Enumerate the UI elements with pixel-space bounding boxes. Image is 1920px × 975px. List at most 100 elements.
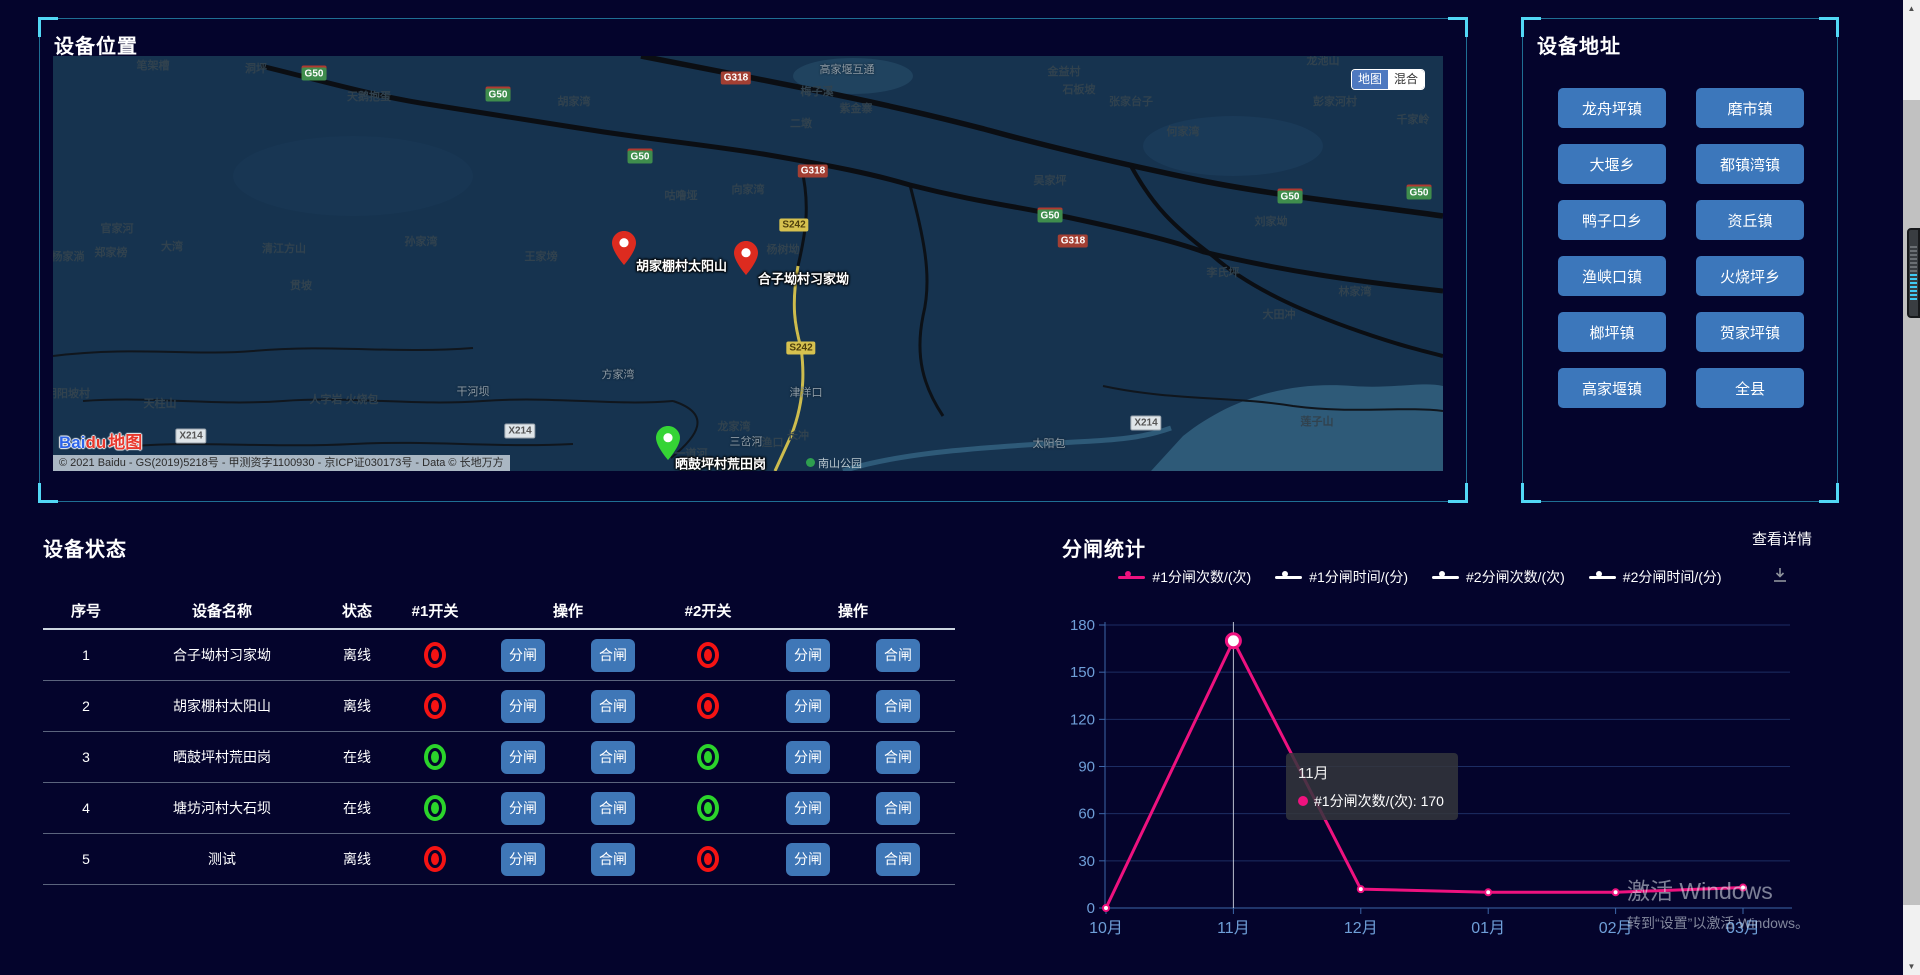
svg-text:03月: 03月 <box>1726 920 1760 937</box>
svg-text:60: 60 <box>1078 806 1095 823</box>
address-button[interactable]: 鸭子口乡 <box>1558 200 1666 240</box>
svg-text:02月: 02月 <box>1599 920 1633 937</box>
cell-status: 在线 <box>343 800 371 816</box>
map-place-label: 大田冲 <box>1262 309 1296 321</box>
view-details-link[interactable]: 查看详情 <box>1751 531 1812 548</box>
column-header: 操作 <box>837 602 868 620</box>
map-place-label: 梅子溪 <box>800 86 834 98</box>
open-switch2-button[interactable]: 分闸 <box>786 791 830 825</box>
scrollbar-down-arrow-icon[interactable]: ▼ <box>1907 962 1916 971</box>
legend-item[interactable]: #1分闸次数/(次) <box>1118 567 1251 587</box>
open-switch1-button[interactable]: 分闸 <box>501 791 545 825</box>
address-button[interactable]: 火烧坪乡 <box>1696 256 1804 296</box>
open-switch2-button[interactable]: 分闸 <box>786 842 830 876</box>
close-switch1-button[interactable]: 合闸 <box>591 740 635 774</box>
device-status-section: 设备状态 序号 设备名称 状态 #1开关 操作 #2开关 操作 1 合子坳村习家坳 离线 分闸 合闸分… <box>43 528 955 885</box>
map-marker[interactable] <box>655 425 681 466</box>
cell-ops-sw1: 分闸 合闸 <box>471 842 665 876</box>
open-switch1-button[interactable]: 分闸 <box>501 842 545 876</box>
svg-text:120: 120 <box>1070 711 1095 728</box>
cell-device-name: 胡家棚村太阳山 <box>173 698 271 714</box>
map-place-label: 天鹅抱蛋 <box>347 91 391 103</box>
download-icon[interactable] <box>1770 565 1790 585</box>
switch2-status-indicator <box>697 795 719 821</box>
corner-decoration <box>1448 17 1468 37</box>
map-place-label: 何家湾 <box>1166 126 1200 138</box>
open-switch2-button[interactable]: 分闸 <box>786 689 830 723</box>
legend-item[interactable]: #2分闸时间/(分) <box>1588 567 1722 587</box>
corner-decoration <box>1819 483 1839 503</box>
svg-text:0: 0 <box>1087 900 1095 917</box>
address-button[interactable]: 高家堰镇 <box>1558 368 1666 408</box>
svg-text:11月: 11月 <box>1217 920 1250 937</box>
tooltip-title: 11月 <box>1298 765 1329 782</box>
close-switch2-button[interactable]: 合闸 <box>876 842 920 876</box>
address-button[interactable]: 龙舟坪镇 <box>1558 88 1666 128</box>
corner-decoration <box>38 17 58 37</box>
map-place-label: 天柱山 <box>143 398 177 410</box>
close-switch2-button[interactable]: 合闸 <box>876 740 920 774</box>
close-switch1-button[interactable]: 合闸 <box>591 842 635 876</box>
map-place-label: 龙家湾 <box>717 421 751 433</box>
close-switch2-button[interactable]: 合闸 <box>876 791 920 825</box>
column-header: #1开关 <box>411 602 459 620</box>
map-type-map-button[interactable]: 地图 <box>1351 70 1388 89</box>
address-button[interactable]: 大堰乡 <box>1558 144 1666 184</box>
map-marker[interactable] <box>611 230 637 271</box>
scrollbar-up-arrow-icon[interactable]: ▲ <box>1907 4 1916 13</box>
legend-label: #2分闸次数/(次) <box>1466 569 1565 585</box>
road-badge: G50 <box>301 67 327 81</box>
legend-label: #2分闸时间/(分) <box>1622 569 1722 585</box>
close-switch1-button[interactable]: 合闸 <box>591 689 635 723</box>
close-switch1-button[interactable]: 合闸 <box>591 638 635 672</box>
legend-item[interactable]: #2分闸次数/(次) <box>1432 567 1565 587</box>
baidu-map[interactable]: 笔架槽 洞坪 天鹅抱蛋 胡家湾 梅子溪 紫金寨 二墩 张家台子 彭家河村 千家岭 龙池山 金益村 石板坡… <box>53 56 1443 471</box>
cell-status: 离线 <box>343 647 371 663</box>
road-badge: G50 <box>1277 190 1303 204</box>
open-switch1-button[interactable]: 分闸 <box>501 689 545 723</box>
address-button[interactable]: 资丘镇 <box>1696 200 1804 240</box>
address-button[interactable]: 贺家坪镇 <box>1696 312 1804 352</box>
page-scrollbar[interactable]: ▲ ▼ <box>1903 0 1920 975</box>
road-badge: G318 <box>797 164 829 178</box>
close-switch1-button[interactable]: 合闸 <box>591 791 635 825</box>
address-button-grid: 龙舟坪镇 磨市镇 大堰乡 都镇湾镇 鸭子口乡 资丘镇 渔峡口镇 火烧坪乡 榔坪镇 贺家坪镇 高家堰镇… <box>1558 88 1804 408</box>
switch1-status-indicator <box>424 846 446 872</box>
address-button[interactable]: 磨市镇 <box>1696 88 1804 128</box>
legend-item[interactable]: #1分闸时间/(分) <box>1275 567 1408 587</box>
cell-ops-sw1: 分闸 合闸 <box>471 689 665 723</box>
device-address-title: 设备地址 <box>1537 36 1621 58</box>
device-table: 序号 设备名称 状态 #1开关 操作 #2开关 操作 1 合子坳村习家坳 离线 分闸 合闸 分闸 合闸 2 胡… <box>43 592 955 885</box>
table-header-row: 序号 设备名称 状态 #1开关 操作 #2开关 操作 <box>43 592 955 630</box>
road-badge: G318 <box>720 71 752 85</box>
map-place-label: 高家堰互通 <box>819 64 875 76</box>
map-place-label: 林家湾 <box>1338 286 1372 298</box>
address-button[interactable]: 渔峡口镇 <box>1558 256 1666 296</box>
cell-status: 离线 <box>343 851 371 867</box>
tooltip-series-text: #1分闸次数/(次): 170 <box>1314 793 1444 809</box>
legend-marker-icon <box>1432 571 1459 583</box>
open-switch1-button[interactable]: 分闸 <box>501 638 545 672</box>
cell-device-name: 塘坊河村大石坝 <box>173 800 271 816</box>
close-switch2-button[interactable]: 合闸 <box>876 638 920 672</box>
map-place-label: 龙池山 <box>1306 56 1340 67</box>
cell-device-name: 测试 <box>208 851 236 867</box>
map-place-label: 咕噜垭 <box>664 190 698 202</box>
cell-index: 4 <box>82 800 90 816</box>
switch2-status-indicator <box>697 846 719 872</box>
open-switch2-button[interactable]: 分闸 <box>786 740 830 774</box>
map-place-label: 方家湾 <box>601 369 635 381</box>
column-header: #2开关 <box>684 602 732 620</box>
scrollbar-thumb[interactable] <box>1903 100 1920 905</box>
open-switch2-button[interactable]: 分闸 <box>786 638 830 672</box>
close-switch2-button[interactable]: 合闸 <box>876 689 920 723</box>
legend-label: #1分闸时间/(分) <box>1309 569 1408 585</box>
address-button[interactable]: 榔坪镇 <box>1558 312 1666 352</box>
open-switch1-button[interactable]: 分闸 <box>501 740 545 774</box>
map-type-hybrid-button[interactable]: 混合 <box>1387 70 1424 89</box>
address-button[interactable]: 全县 <box>1696 368 1804 408</box>
corner-decoration <box>1448 483 1468 503</box>
map-marker[interactable] <box>733 240 759 281</box>
address-button[interactable]: 都镇湾镇 <box>1696 144 1804 184</box>
